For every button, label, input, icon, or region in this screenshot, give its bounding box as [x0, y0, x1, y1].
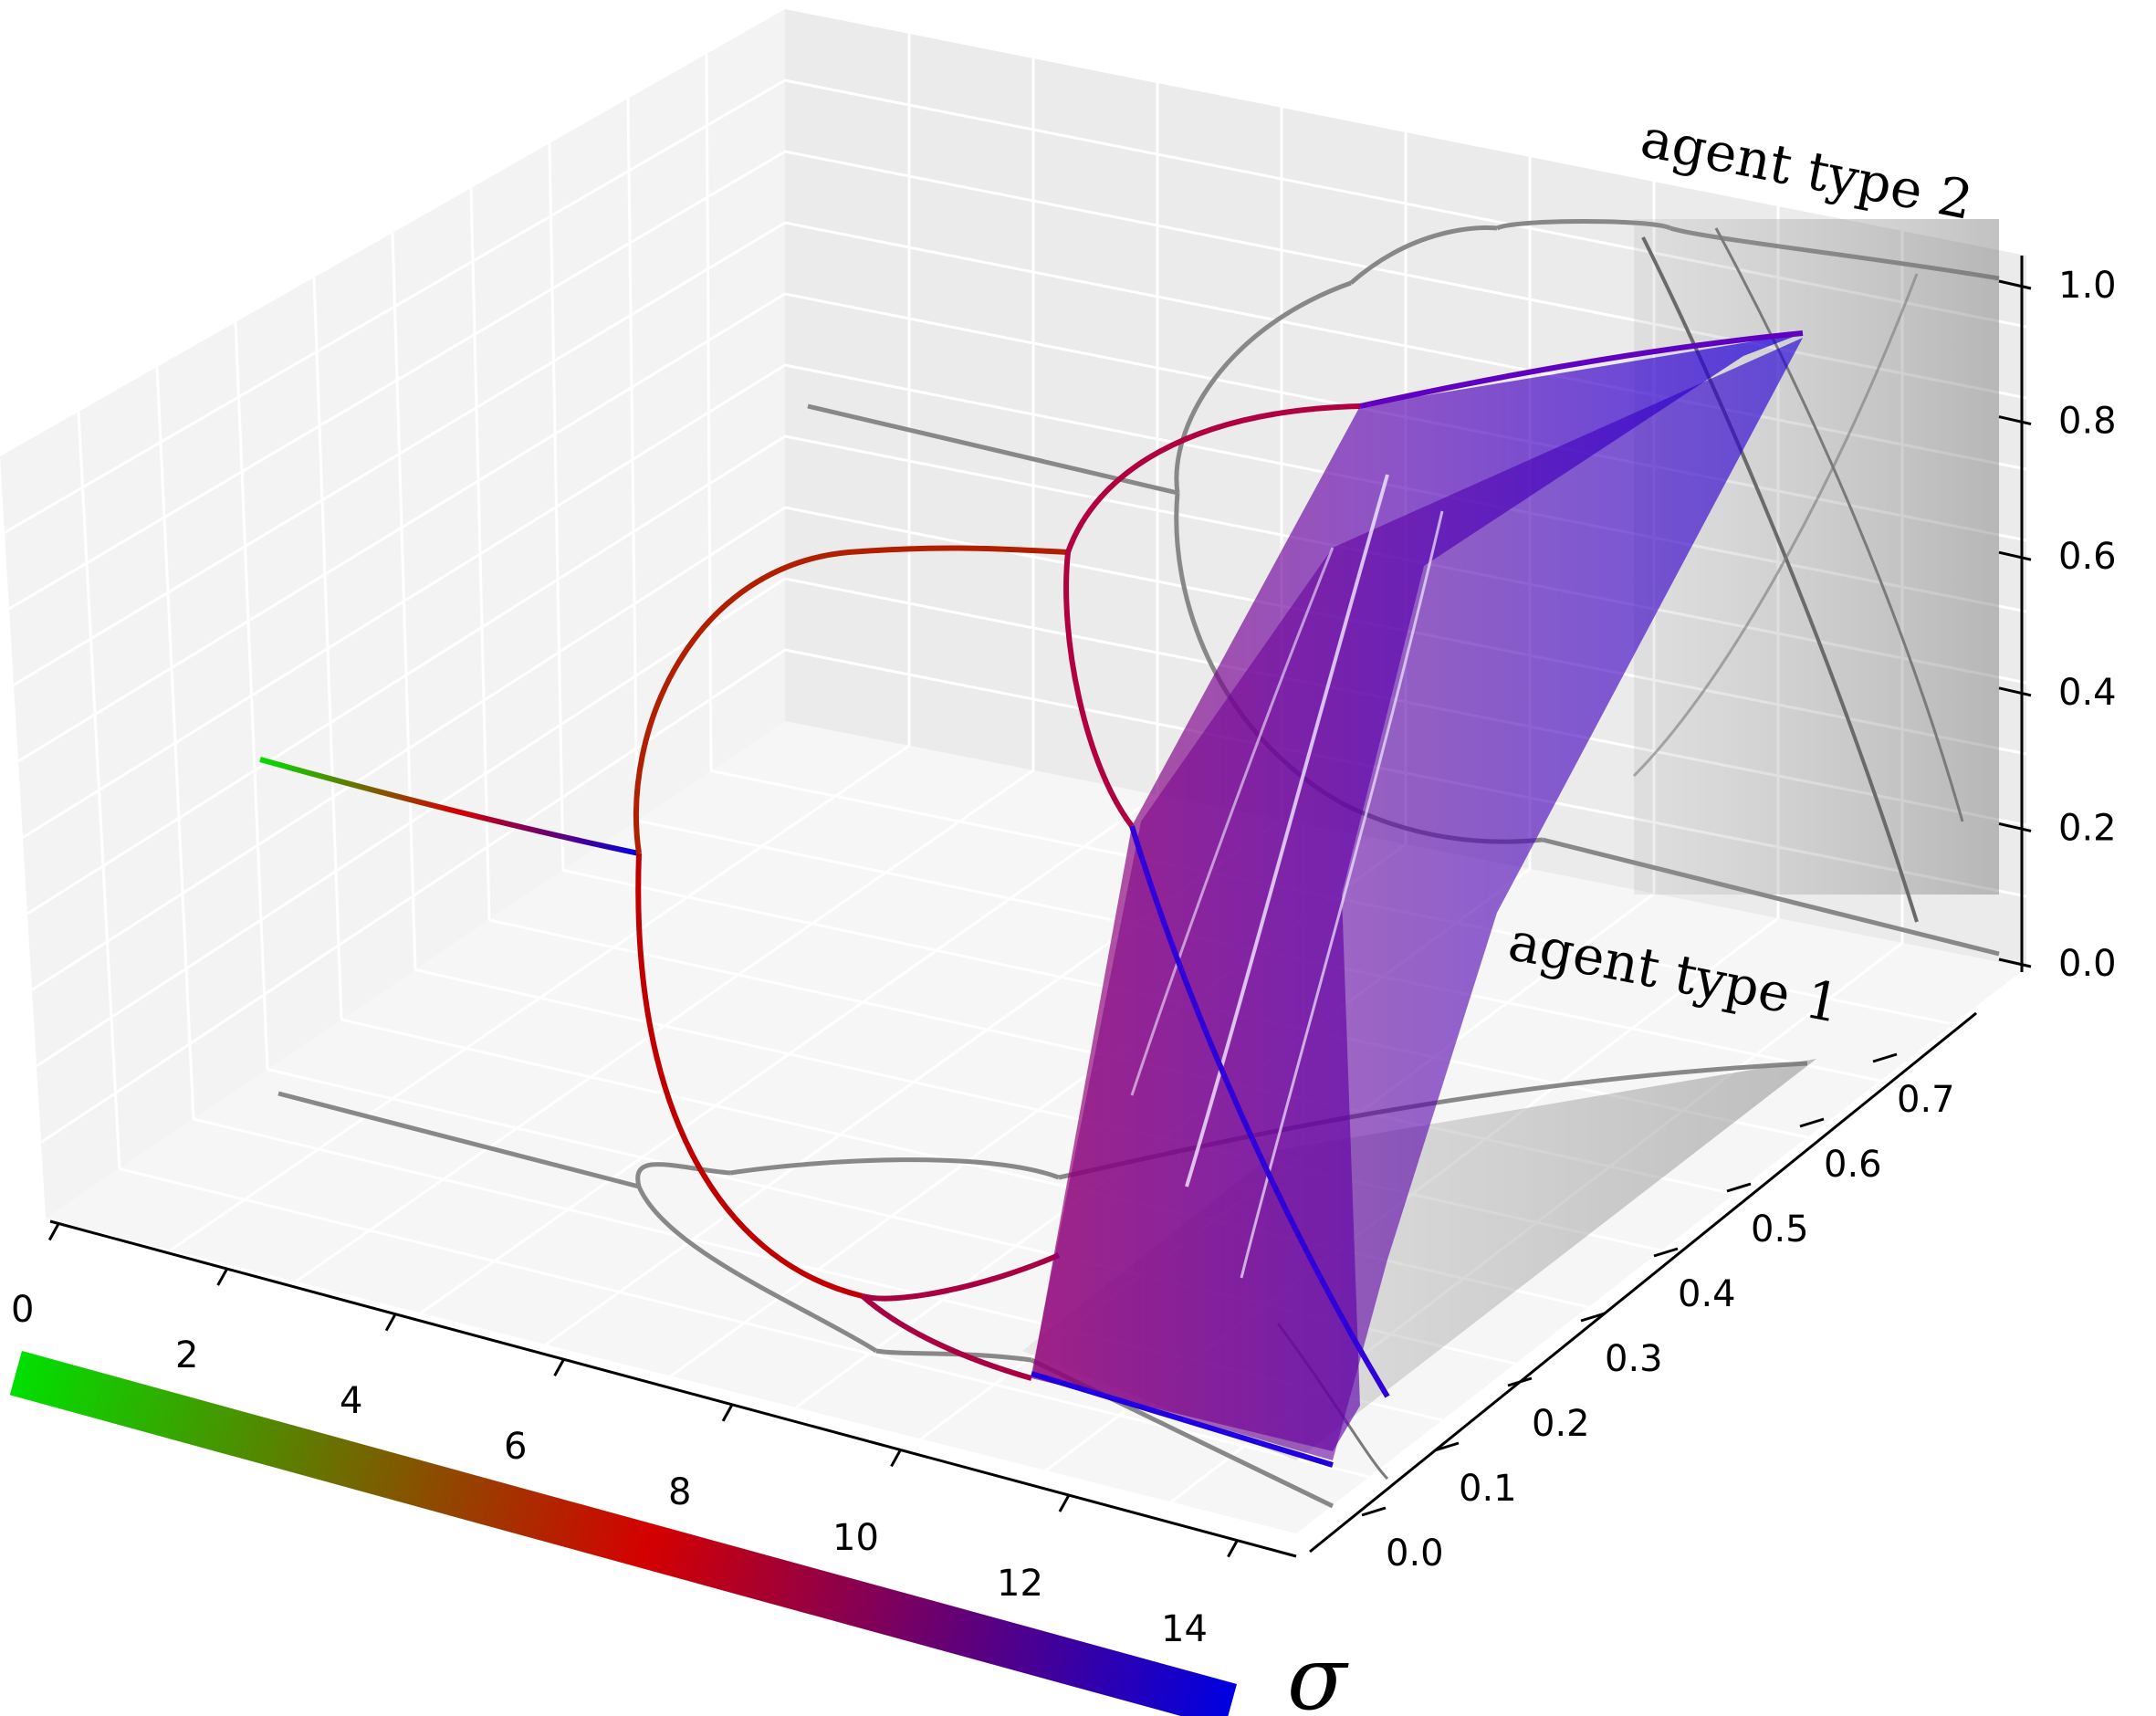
- bifurcation-curve: [259, 330, 1804, 1468]
- z-tick-label: 0.6: [2058, 536, 2117, 578]
- sigma-tick-label: 2: [175, 1334, 198, 1376]
- chaotic-band-lower: [1031, 338, 1803, 1460]
- sigma-tick-label: 14: [1161, 1608, 1208, 1650]
- sigma-axis-tick: [553, 1358, 565, 1376]
- fixed-point-branch: [259, 757, 640, 856]
- period4-upper-a: [1065, 403, 1361, 554]
- sigma-axis-tick: [890, 1449, 902, 1468]
- band-lower-edge: [1129, 825, 1390, 1398]
- axes: 0.0 0.1 0.2 0.3 0.4 0.5 0.6 0.7 0.0 0.2 0.4 0.6 0.8 1…: [47, 256, 2117, 1575]
- sigma-tick-label: 10: [832, 1517, 879, 1559]
- y-axis-tick: [1361, 1506, 1387, 1517]
- z-tick-label: 0.2: [2058, 807, 2117, 849]
- y-axis-tick: [1799, 1117, 1825, 1128]
- sigma-tick-label: 0: [11, 1289, 34, 1331]
- z-axis-tick: [1998, 415, 2032, 426]
- sigma-axis-tick: [721, 1404, 734, 1422]
- sigma-axis-line: [49, 1219, 1297, 1558]
- y-tick-label: 0.3: [1605, 1338, 1663, 1380]
- colorbar-band: [9, 1351, 1238, 1716]
- band-outer-edge: [1359, 330, 1804, 409]
- z-tick-label: 0.0: [2058, 943, 2117, 985]
- sigma-axis-tick: [216, 1268, 228, 1286]
- sigma-tick-label: 4: [340, 1380, 362, 1422]
- sigma-axis-tick: [1227, 1539, 1239, 1558]
- z-tick-label: 1.0: [2058, 265, 2117, 307]
- period4-lower-b: [861, 1293, 1032, 1381]
- band-bottom-edge: [1031, 1371, 1334, 1468]
- z-axis-tick: [1998, 821, 2032, 832]
- colorbar: 0 2 4 6 8 10 12 14: [9, 1289, 1238, 1716]
- y-axis-tick: [1507, 1376, 1533, 1387]
- y-tick-label: 0.4: [1678, 1273, 1736, 1315]
- left-pane: [0, 9, 785, 1219]
- projection-agent-type-2: [807, 219, 2000, 957]
- z-axis-tick: [1998, 550, 2032, 561]
- sigma-tick-label: 6: [504, 1426, 527, 1468]
- sigma-axis-tick: [1058, 1494, 1071, 1512]
- y-axis-tick: [1872, 1052, 1898, 1063]
- sigma-axis-tick: [384, 1313, 397, 1332]
- z-tick-label: 0.4: [2058, 672, 2117, 714]
- chaotic-projection-2: [1634, 219, 1999, 895]
- y-axis-tick: [1580, 1312, 1606, 1323]
- period2-lower-branch: [635, 853, 863, 1299]
- y-axis-tick: [1653, 1247, 1679, 1258]
- floor-pane: [46, 721, 2026, 1533]
- period4-lower-a: [862, 1252, 1061, 1302]
- z-axis-tick: [1998, 279, 2032, 290]
- y-tick-label: 0.6: [1824, 1144, 1882, 1186]
- sigma-axis-label: σ: [1287, 1627, 1349, 1716]
- z-axis-tick: [1998, 686, 2032, 697]
- y-tick-label: 0.5: [1751, 1209, 1809, 1250]
- y-axis-tick: [1726, 1182, 1752, 1193]
- period2-upper-branch: [633, 545, 1069, 854]
- z-axis-tick: [1998, 957, 2032, 968]
- sigma-tick-label: 8: [668, 1471, 691, 1513]
- sigma-axis-tick: [47, 1222, 60, 1241]
- y-axis-line: [1309, 1011, 1977, 1554]
- y-tick-label: 0.7: [1897, 1079, 1955, 1121]
- period4-upper-b: [1063, 551, 1135, 828]
- y-tick-label: 0.0: [1386, 1533, 1444, 1575]
- z-tick-label: 0.8: [2058, 401, 2117, 443]
- y-tick-label: 0.1: [1459, 1468, 1517, 1510]
- y-tick-label: 0.2: [1532, 1403, 1590, 1445]
- sigma-tick-label: 12: [997, 1563, 1043, 1605]
- y-axis-tick: [1434, 1441, 1460, 1452]
